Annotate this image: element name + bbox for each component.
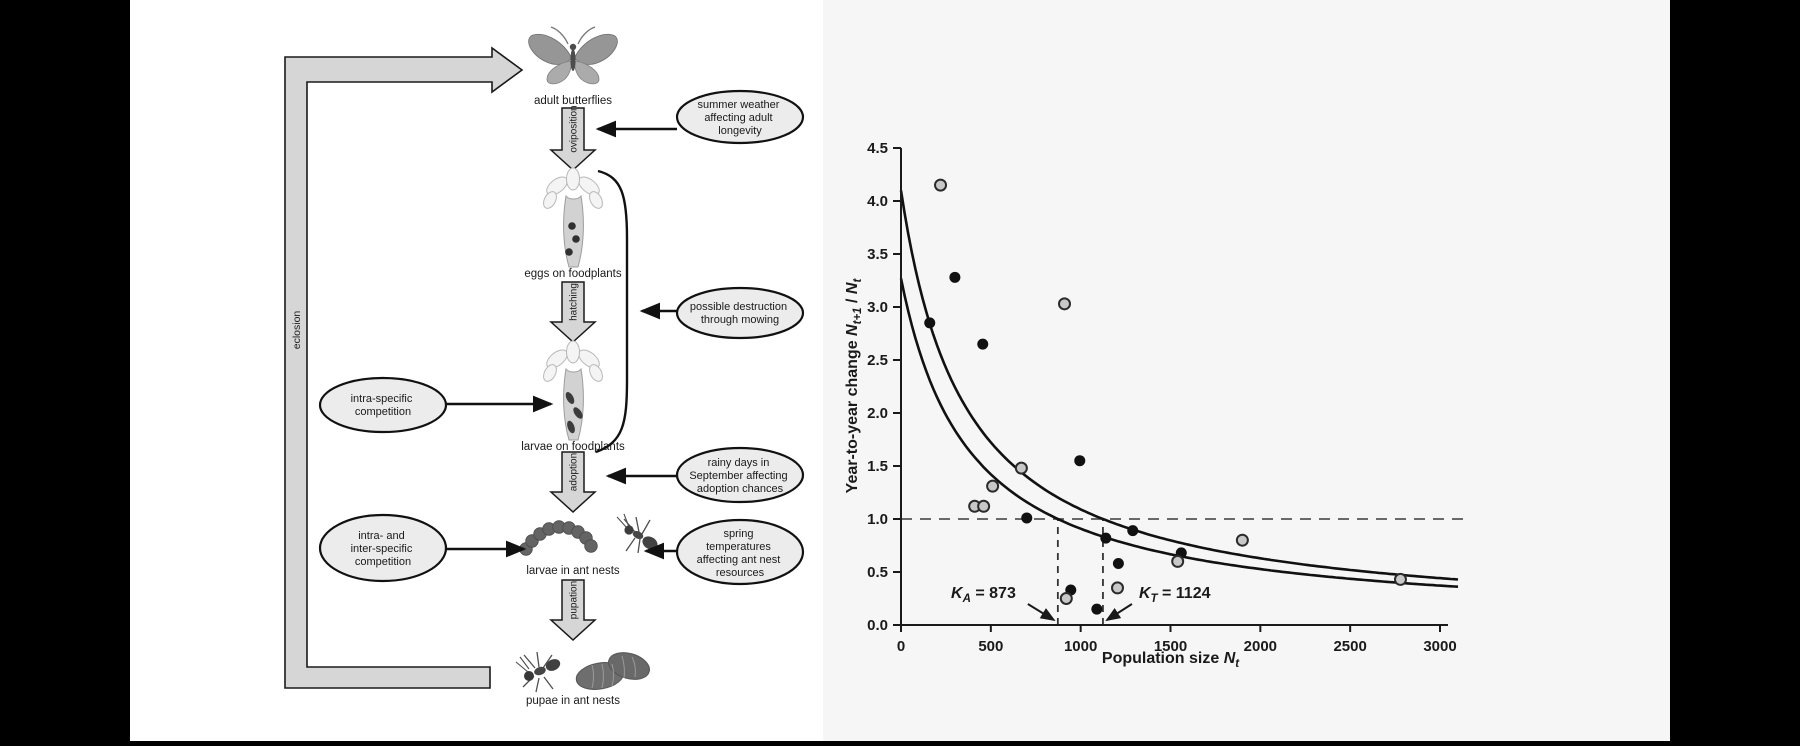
stage-label-larvae-foodplants: larvae on foodplants: [521, 441, 625, 453]
factor-oval-intra-inter-specific: intra- and inter-specific competition: [318, 513, 448, 583]
data-point-open-circle: [1110, 581, 1124, 595]
factor-text: summer weather: [698, 99, 780, 111]
butterfly-icon: [528, 26, 618, 85]
stage-bracket: [595, 169, 629, 454]
x-axis-tick-label: 0: [897, 638, 905, 655]
x-axis-tick-label: 2500: [1333, 638, 1366, 655]
data-point-open-circle: [1059, 592, 1073, 605]
x-axis-tick-label: 1500: [1154, 638, 1187, 655]
data-point-filled-circle: [1091, 603, 1103, 615]
eclosion-loop-arrow: [284, 46, 524, 689]
factor-text: competition: [355, 556, 411, 568]
factor-text: rainy days in: [708, 457, 770, 469]
data-point-open-circle: [1014, 461, 1028, 475]
oviposition-arrow: [549, 107, 597, 172]
factor-text: spring: [723, 528, 753, 540]
factor-text: temperatures: [706, 541, 771, 553]
x-axis-tick-label: 1000: [1064, 638, 1097, 655]
x-axis-tick-label: 3000: [1423, 638, 1456, 655]
flower-with-eggs-icon: [543, 167, 603, 268]
svg-text:possible destruction t: possible destruction through mowing: [690, 301, 790, 326]
y-axis-tick-label: 1.0: [867, 511, 888, 528]
y-axis-label: Year-to-year change Nt+1 / Nt: [844, 278, 864, 494]
data-point-open-circle: [1393, 572, 1407, 586]
pupation-label: pupation: [569, 581, 580, 619]
data-point-filled-circle: [1100, 532, 1112, 544]
data-point-filled-circle: [1074, 455, 1086, 467]
stage-label-larvae-ant-nests: larvae in ant nests: [526, 565, 620, 577]
adoption-label: adoption: [569, 453, 580, 491]
life-cycle-diagram: eclosion adult butterflies oviposition: [284, 26, 805, 707]
adoption-arrow: [549, 451, 597, 514]
factor-text: adoption chances: [697, 483, 784, 495]
chart-panel-background: [823, 0, 1670, 741]
factor-oval-summer-weather: summer weather affecting adult longevity: [675, 89, 805, 145]
y-axis-tick-label: 4.0: [867, 193, 888, 210]
svg-text:spring temperatures: spring temperatures affecting ant nest r…: [697, 528, 784, 579]
svg-text:summer weather affecti: summer weather affecting adult longevity: [698, 99, 783, 137]
flower-with-larvae-icon: [543, 340, 603, 441]
hatching-label: hatching: [569, 283, 580, 321]
svg-text:intra-specific competi: intra-specific competition: [351, 393, 416, 418]
eclosion-label: eclosion: [291, 311, 303, 350]
data-point-filled-circle: [1021, 512, 1033, 524]
figure-svg: eclosion adult butterflies oviposition: [284, 0, 1670, 741]
data-point-filled-circle: [977, 338, 989, 350]
factor-text: resources: [716, 567, 765, 579]
annotation-arrow: [1027, 603, 1056, 622]
y-axis-tick-label: 3.0: [867, 299, 888, 316]
hatching-arrow: [549, 281, 597, 344]
factor-oval-spring-temperatures: spring temperatures affecting ant nest r…: [675, 518, 805, 586]
factor-text: September affecting: [689, 470, 787, 482]
annotation-label: KA = 873: [951, 585, 1016, 605]
factor-text: inter-specific: [351, 543, 413, 555]
factor-text: affecting adult: [704, 112, 772, 124]
larvae-in-ant-nest-icon: [519, 513, 658, 556]
annotation-arrow: [1105, 603, 1133, 622]
y-axis-tick-label: 1.5: [867, 458, 888, 475]
x-axis-tick-label: 2000: [1244, 638, 1277, 655]
y-axis-tick-label: 0.5: [867, 564, 888, 581]
y-axis-tick-label: 3.5: [867, 246, 888, 263]
factor-text: intra-specific: [351, 393, 413, 405]
factor-oval-rainy-days: rainy days in September affecting adopti…: [675, 446, 805, 504]
data-point-open-circle: [1057, 297, 1071, 311]
x-axis-label: Population size Nt: [1102, 650, 1240, 670]
factor-oval-mowing: possible destruction through mowing: [675, 286, 805, 340]
factor-oval-intraspecific: intra-specific competition: [318, 376, 448, 434]
data-point-open-circle: [1235, 533, 1249, 547]
svg-text:intra- and inter-speci: intra- and inter-specific competition: [351, 530, 416, 568]
annotation-label: KT = 1124: [1139, 585, 1211, 605]
data-point-filled-circle: [924, 317, 936, 329]
data-point-open-circle: [977, 499, 991, 513]
pupae-in-ant-nest-icon: [515, 651, 650, 693]
figure-content: eclosion adult butterflies oviposition: [130, 0, 1670, 741]
x-axis-tick-label: 500: [978, 638, 1003, 655]
factor-text: affecting ant nest: [697, 554, 781, 566]
oviposition-label: oviposition: [569, 105, 580, 152]
fit-curve-upper-fit: [899, 190, 1459, 581]
stage-label-pupae: pupae in ant nests: [526, 695, 620, 707]
stage-label-adult-butterflies: adult butterflies: [534, 95, 612, 107]
data-point-filled-circle: [1112, 558, 1124, 570]
population-change-scatter-chart: 0 500 1000 1500 2000 2500 3000 0.0 0.5 1.0 1.5 2.0 2…: [844, 140, 1464, 670]
y-axis-tick-label: 2.0: [867, 405, 888, 422]
factor-text: possible destruction: [690, 301, 787, 313]
y-axis-tick-label: 2.5: [867, 352, 888, 369]
data-point-filled-circle: [949, 271, 961, 283]
factor-text: through mowing: [701, 314, 779, 326]
data-point-open-circle: [934, 178, 948, 192]
svg-text:rainy days in Septembe: rainy days in September affecting adopti…: [689, 457, 790, 495]
pupation-arrow: [549, 579, 597, 642]
factor-text: longevity: [718, 125, 762, 137]
data-point-open-circle: [1171, 554, 1185, 568]
data-point-filled-circle: [1127, 525, 1139, 537]
factor-text: competition: [355, 406, 411, 418]
stage-label-eggs: eggs on foodplants: [524, 268, 621, 280]
y-axis-tick-label: 4.5: [867, 140, 888, 157]
y-axis-tick-label: 0.0: [867, 617, 888, 634]
factor-text: intra- and: [358, 530, 404, 542]
data-point-open-circle: [986, 479, 1000, 493]
